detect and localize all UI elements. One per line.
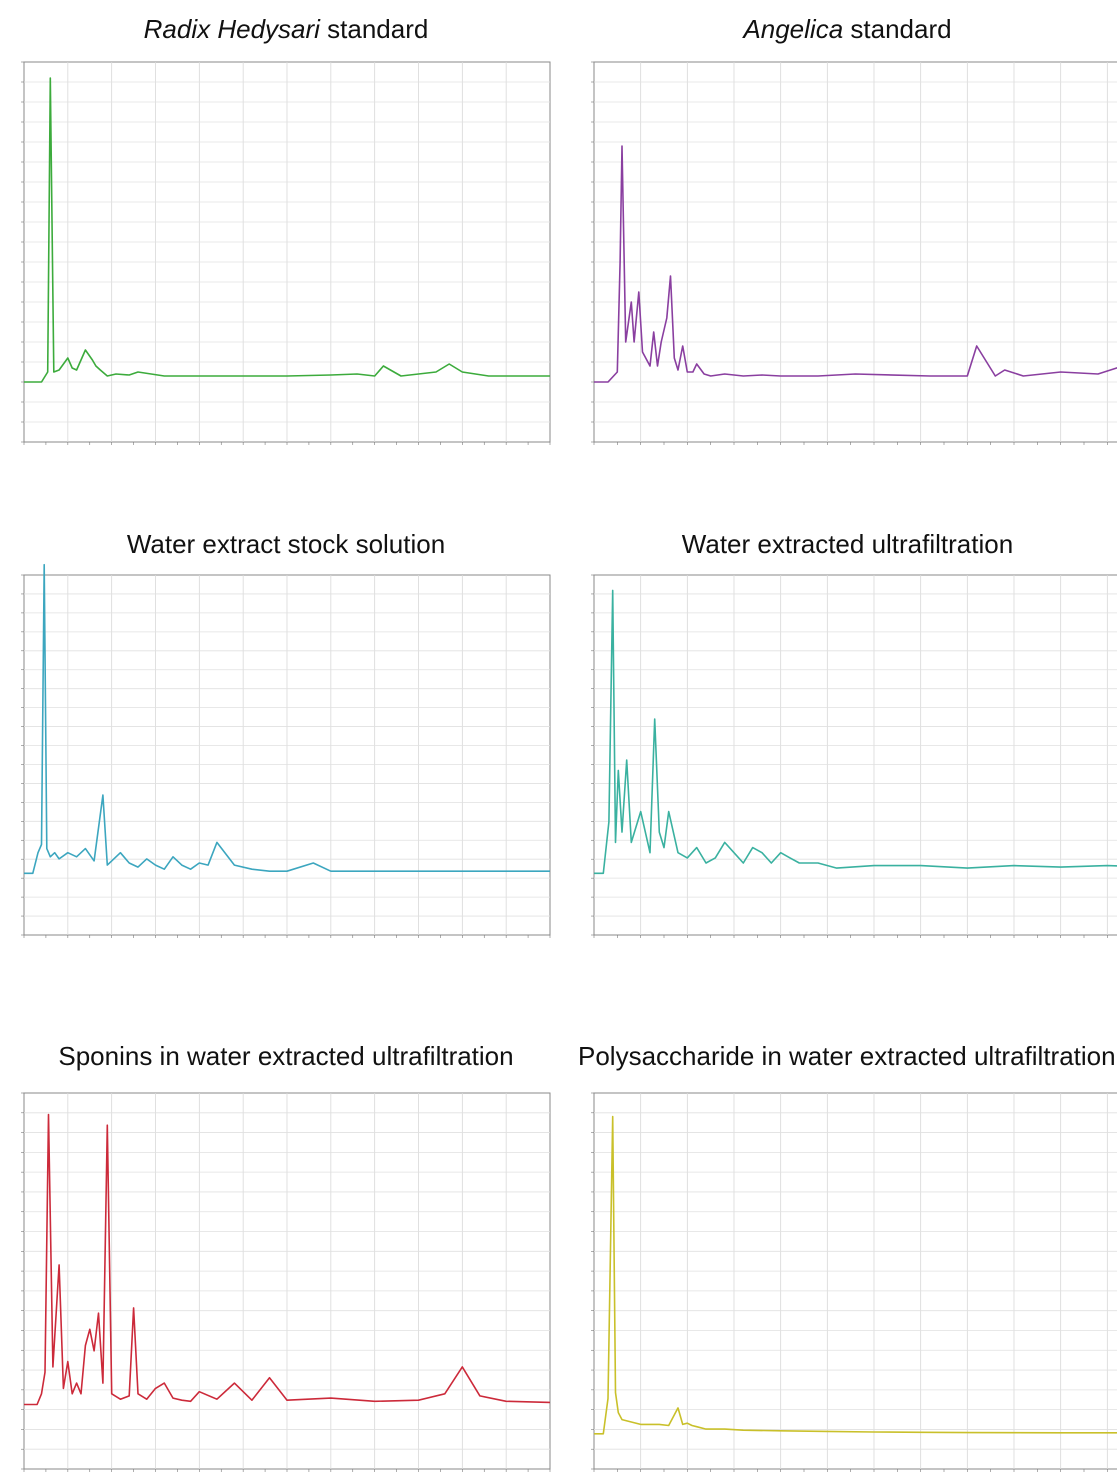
chromatogram-water-ultrafiltration xyxy=(591,574,1117,938)
panel-title-text: standard xyxy=(843,14,952,44)
panel-title: Radix Hedysari standard xyxy=(20,14,552,45)
chromatogram-saponins xyxy=(21,1092,551,1472)
panel-title: Angelica standard xyxy=(478,14,1117,45)
panel-title: Water extract stock solution xyxy=(20,529,552,560)
series-line xyxy=(594,1115,1117,1435)
plot-frame xyxy=(593,1092,1117,1470)
panel-title: Polysaccharide in water extracted ultraf… xyxy=(538,1041,1117,1072)
panel-radix: Radix Hedysari standard xyxy=(20,0,552,460)
series-line xyxy=(594,145,1117,383)
panel-angelica: Angelica standard xyxy=(578,0,1117,460)
chromatogram-polysaccharide xyxy=(591,1092,1117,1472)
series-line xyxy=(24,77,550,383)
panel-title-text: Polysaccharide in water extracted ultraf… xyxy=(578,1041,1116,1071)
panel-title-italic: Angelica xyxy=(743,14,844,44)
plot-frame xyxy=(593,574,1117,936)
chromatogram-radix xyxy=(21,61,551,445)
panel-title-italic: Radix Hedysari xyxy=(143,14,320,44)
panel-title-text: Water extract stock solution xyxy=(126,529,446,559)
panel-title-text: Sponins in water extracted ultrafiltrati… xyxy=(58,1041,514,1071)
panel-title: Water extracted ultrafiltration xyxy=(478,529,1117,560)
panel-title-text: Water extracted ultrafiltration xyxy=(681,529,1014,559)
panel-polysaccharide: Polysaccharide in water extracted ultraf… xyxy=(578,1025,1117,1477)
panel-title-text: standard xyxy=(319,14,429,44)
series-line xyxy=(594,589,1117,875)
chromatogram-water-extract xyxy=(21,563,551,938)
series-line xyxy=(24,1113,551,1406)
plot-frame xyxy=(593,61,1117,443)
panel-title: Sponins in water extracted ultrafiltrati… xyxy=(20,1041,552,1072)
panel-water-extract: Water extract stock solution xyxy=(20,515,552,955)
series-line xyxy=(24,563,550,875)
panel-saponins: Sponins in water extracted ultrafiltrati… xyxy=(20,1025,552,1477)
chromatogram-angelica xyxy=(591,61,1117,445)
panel-water-ultrafiltration: Water extracted ultrafiltration xyxy=(578,515,1117,955)
